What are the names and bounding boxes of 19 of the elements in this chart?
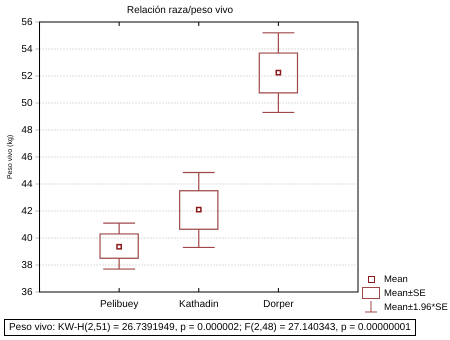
text: Mean±1.96*SE <box>384 302 448 312</box>
y-tick-label: 54 <box>21 44 33 55</box>
y-tick-label: 46 <box>21 152 33 163</box>
y-tick-label: 48 <box>21 124 33 136</box>
y-tick-label: 40 <box>21 232 33 244</box>
text: Mean <box>384 274 408 284</box>
x-tick-label: Kathadin <box>179 298 219 310</box>
x-tick-label: Dorper <box>263 298 294 310</box>
y-tick-label: 56 <box>21 16 33 28</box>
y-tick-label: 50 <box>21 98 33 109</box>
y-tick-label: 36 <box>21 286 33 298</box>
chart-title: Relación raza/peso vivo <box>126 4 234 16</box>
y-tick-label: 52 <box>21 70 33 82</box>
text: Mean±SE <box>384 288 426 298</box>
y-tick-label: 42 <box>21 206 33 217</box>
y-tick-label: 44 <box>21 178 33 190</box>
x-tick-label: Pelibuey <box>100 298 138 310</box>
text: Peso vivo: KW-H(2,51) = 26.7391949, p = 0.000002; F(2,48) = 27.140343, p = 0.00000001 <box>4 319 416 336</box>
y-tick-label: 38 <box>21 260 33 271</box>
